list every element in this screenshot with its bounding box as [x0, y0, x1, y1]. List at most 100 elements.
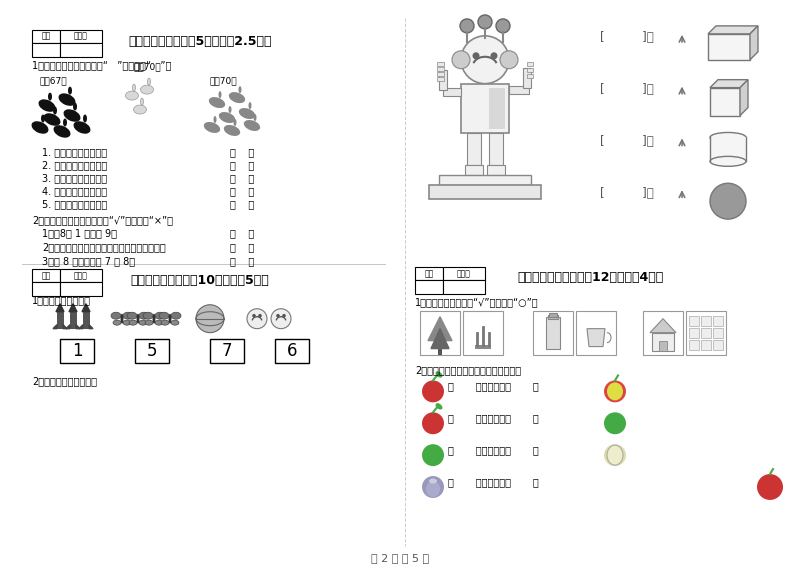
Ellipse shape [238, 86, 242, 93]
Text: 灰全70只: 灰全70只 [210, 77, 238, 86]
Bar [57, 312, 63, 328]
Ellipse shape [123, 312, 133, 319]
Ellipse shape [137, 314, 139, 324]
Text: 得分: 得分 [42, 271, 50, 280]
Bar [60, 269, 102, 282]
Ellipse shape [31, 121, 49, 134]
Polygon shape [66, 325, 70, 329]
Bar [463, 311, 503, 355]
Text: 2．数一数，填一填吧。: 2．数一数，填一填吧。 [32, 376, 97, 386]
Polygon shape [708, 26, 758, 34]
Bar [443, 280, 485, 294]
Text: 4. 灰兔比黑兔多一些。: 4. 灰兔比黑兔多一些。 [42, 186, 107, 196]
Polygon shape [82, 304, 90, 312]
Text: （    ）: （ ） [230, 256, 254, 266]
Ellipse shape [435, 371, 442, 377]
Bar [135, 338, 169, 363]
Circle shape [452, 51, 470, 69]
Ellipse shape [43, 113, 61, 126]
Ellipse shape [111, 312, 121, 319]
Ellipse shape [68, 86, 72, 94]
Text: 评卷人: 评卷人 [74, 32, 88, 41]
Ellipse shape [139, 312, 149, 319]
Bar [489, 88, 505, 129]
Polygon shape [431, 329, 449, 349]
Text: 1．判断下面各题，对的画“   ”，错的画“   ”。: 1．判断下面各题，对的画“ ”，错的画“ ”。 [32, 60, 171, 69]
Text: 2．想一想，画一画（学会给指方向）。: 2．想一想，画一画（学会给指方向）。 [415, 366, 521, 376]
Text: 7: 7 [222, 342, 232, 359]
Polygon shape [750, 26, 758, 60]
Text: [          ]个: [ ]个 [600, 83, 654, 96]
Circle shape [490, 53, 498, 59]
Ellipse shape [145, 320, 153, 325]
Ellipse shape [161, 320, 169, 325]
Bar [60, 30, 102, 43]
Ellipse shape [38, 99, 55, 112]
Circle shape [196, 305, 224, 333]
Polygon shape [650, 319, 676, 333]
Circle shape [258, 314, 262, 318]
Circle shape [604, 444, 626, 466]
Text: 在       的下面画一只       ；: 在 的下面画一只 ； [448, 445, 538, 455]
Ellipse shape [219, 112, 235, 123]
Bar [443, 267, 485, 280]
Ellipse shape [141, 85, 154, 94]
Polygon shape [710, 80, 748, 88]
Ellipse shape [254, 114, 257, 121]
Bar [710, 137, 746, 162]
Circle shape [276, 314, 280, 318]
Polygon shape [76, 325, 80, 329]
Text: 得分: 得分 [424, 269, 434, 278]
Text: （    ）: （ ） [230, 199, 254, 209]
Text: 6: 6 [286, 342, 298, 359]
Circle shape [759, 476, 781, 498]
Ellipse shape [710, 132, 746, 142]
Polygon shape [587, 329, 605, 346]
Circle shape [422, 444, 444, 466]
Bar [659, 341, 667, 350]
Text: 评卷人: 评卷人 [457, 269, 471, 278]
Ellipse shape [710, 157, 746, 166]
Circle shape [460, 19, 474, 33]
Bar [415, 280, 443, 294]
Text: 六、数一数（本题入10分，每题5分）: 六、数一数（本题入10分，每题5分） [130, 275, 270, 288]
Circle shape [500, 51, 518, 69]
Text: 第 2 页 八 5 页: 第 2 页 八 5 页 [371, 553, 429, 563]
Text: 3. 灰兔比白兔多得多。: 3. 灰兔比白兔多得多。 [42, 173, 107, 183]
Ellipse shape [73, 103, 77, 111]
Circle shape [710, 183, 746, 219]
Text: 得分: 得分 [42, 32, 50, 41]
Text: 1．数一数，连一连。: 1．数一数，连一连。 [32, 295, 91, 305]
Circle shape [282, 314, 286, 318]
Ellipse shape [83, 115, 87, 123]
Polygon shape [56, 304, 64, 312]
Ellipse shape [155, 312, 165, 319]
Ellipse shape [54, 125, 70, 138]
Text: （    ）: （ ） [230, 160, 254, 170]
Circle shape [461, 36, 509, 84]
Bar [527, 73, 533, 77]
Circle shape [422, 412, 444, 434]
Text: 在       的左面画一够       。: 在 的左面画一够 。 [448, 477, 538, 487]
Circle shape [271, 308, 291, 329]
Polygon shape [53, 325, 57, 329]
Text: 在       的左面画一只       ；: 在 的左面画一只 ； [448, 414, 538, 423]
Bar [465, 166, 483, 175]
Text: （    ）: （ ） [230, 242, 254, 252]
Ellipse shape [605, 416, 625, 430]
Polygon shape [69, 304, 77, 312]
Bar [210, 338, 244, 363]
Bar [527, 62, 533, 66]
Bar [710, 88, 740, 115]
Ellipse shape [48, 93, 52, 101]
Ellipse shape [229, 92, 245, 103]
Bar [429, 185, 541, 199]
Text: [          ]个: [ ]个 [600, 135, 654, 148]
Bar [713, 328, 723, 338]
Ellipse shape [224, 125, 240, 136]
Ellipse shape [204, 122, 220, 133]
Bar [713, 316, 723, 325]
Circle shape [757, 474, 783, 500]
Text: 5. 黑兔与灰兔差不多。: 5. 黑兔与灰兔差不多。 [42, 199, 107, 209]
Polygon shape [63, 325, 67, 329]
